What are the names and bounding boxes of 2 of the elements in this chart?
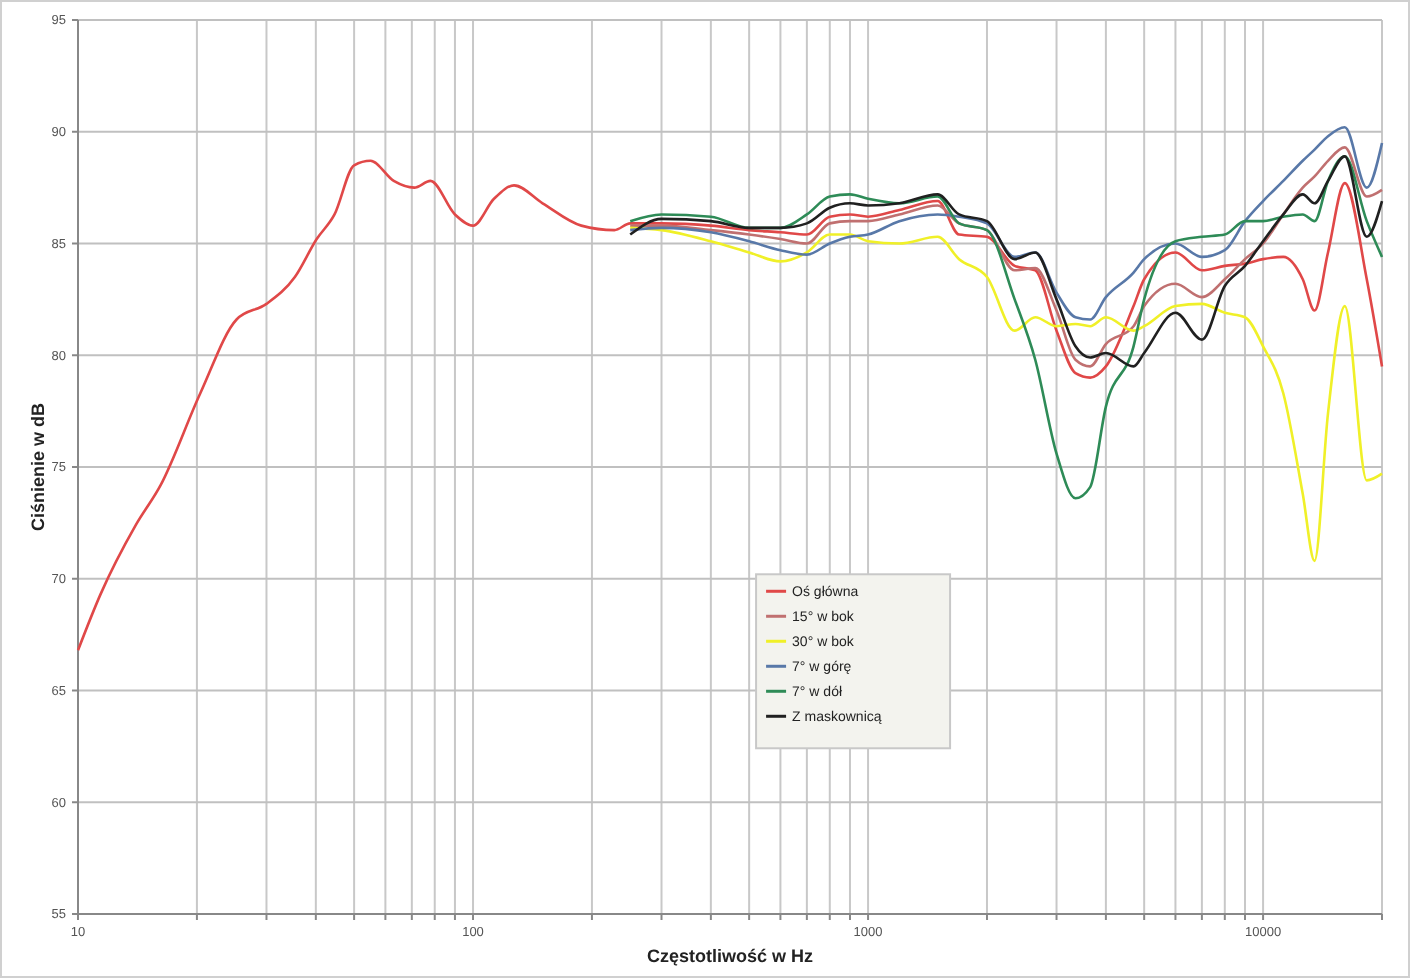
y-axis-title: Ciśnienie w dB (28, 401, 48, 532)
x-axis-title: Częstotliwość w Hz (646, 946, 815, 966)
